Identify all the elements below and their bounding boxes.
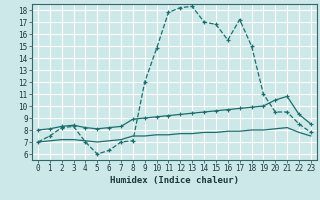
X-axis label: Humidex (Indice chaleur): Humidex (Indice chaleur) (110, 176, 239, 185)
